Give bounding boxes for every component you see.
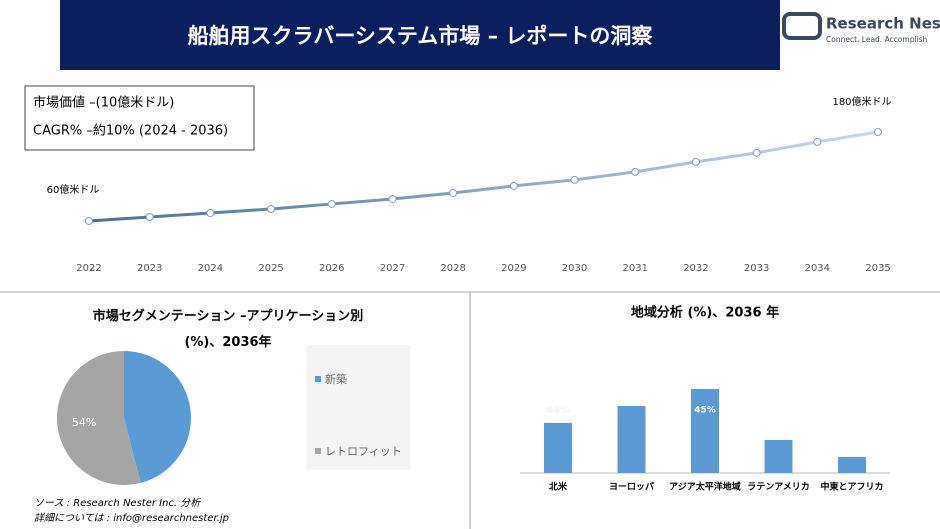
point xyxy=(327,199,336,208)
point xyxy=(813,137,822,146)
legend-label: 新築 xyxy=(325,372,347,386)
x-tick-label: ラテンアメリカ xyxy=(747,482,810,493)
point xyxy=(509,181,518,190)
pie-slice xyxy=(124,351,191,483)
point xyxy=(206,208,215,217)
info-box xyxy=(24,85,255,151)
legend-box xyxy=(306,345,410,470)
x-tick-label: 2032 xyxy=(683,263,708,274)
point xyxy=(85,217,93,225)
line xyxy=(88,130,879,223)
tagline: Connect. Lead. Accomplish xyxy=(826,35,928,44)
source: 詳細については : info@researchnester.jp xyxy=(34,512,229,524)
data-label: 54% xyxy=(72,416,96,429)
legend-swatch xyxy=(315,376,321,382)
page-title: 船舶用スクラバーシステム市場 – レポートの洞察 xyxy=(188,24,654,48)
legend-label: レトロフィット xyxy=(325,445,402,458)
x-tick-label: 2023 xyxy=(137,263,162,274)
title-banner xyxy=(60,0,780,70)
bar xyxy=(617,405,646,473)
x-tick-label: 北米 xyxy=(549,481,568,493)
point xyxy=(388,194,397,203)
data-label: 180億米ドル xyxy=(832,95,891,108)
point xyxy=(691,157,700,166)
x-tick-label: 2029 xyxy=(501,263,526,274)
x-tick-label: 2033 xyxy=(744,263,769,274)
x-tick-label: 2024 xyxy=(198,263,223,274)
data-label: 45% xyxy=(694,406,716,416)
x-tick-label: 2030 xyxy=(562,263,587,274)
point xyxy=(570,175,579,184)
x-tick-label: 2022 xyxy=(76,263,101,274)
point xyxy=(145,212,154,221)
pie-title: 市場セグメンテーション –アプリケーション別(%)、2036年 xyxy=(93,308,364,350)
source: ソース : Research Nester Inc. 分析 xyxy=(34,497,201,509)
x-tick-label: ヨーロッパ xyxy=(609,481,654,493)
point xyxy=(449,188,458,197)
info-text: 市場価値 –(10億米ドル) xyxy=(33,95,174,111)
bar-title: 地域分析 (%)、2036 年 xyxy=(631,305,779,321)
annotation: 44% xyxy=(546,405,570,416)
x-tick-label: 2034 xyxy=(805,263,830,274)
x-tick-label: 2028 xyxy=(440,263,465,274)
bar xyxy=(838,456,866,473)
x-tick-label: 2035 xyxy=(865,263,890,274)
point xyxy=(874,128,882,136)
point xyxy=(631,167,640,176)
x-tick-label: 2027 xyxy=(380,263,405,274)
logo: Research Nester xyxy=(826,15,940,33)
bar xyxy=(691,389,719,473)
pie-slice xyxy=(56,351,141,485)
point xyxy=(752,148,761,157)
info-text: CAGR% –約10% (2024 - 2036) xyxy=(33,124,228,139)
x-tick-label: 2025 xyxy=(258,263,283,274)
x-tick-label: 2031 xyxy=(623,263,648,274)
bar xyxy=(764,439,793,473)
legend-swatch xyxy=(315,448,321,454)
x-tick-label: アジア太平洋地域 xyxy=(669,481,741,493)
x-tick-label: 2026 xyxy=(319,263,344,274)
point xyxy=(267,204,276,213)
data-label: 60億米ドル xyxy=(47,183,100,196)
logo-icon xyxy=(782,12,822,40)
x-tick-label: 中東とアフリカ xyxy=(820,481,883,493)
bar xyxy=(544,422,572,473)
